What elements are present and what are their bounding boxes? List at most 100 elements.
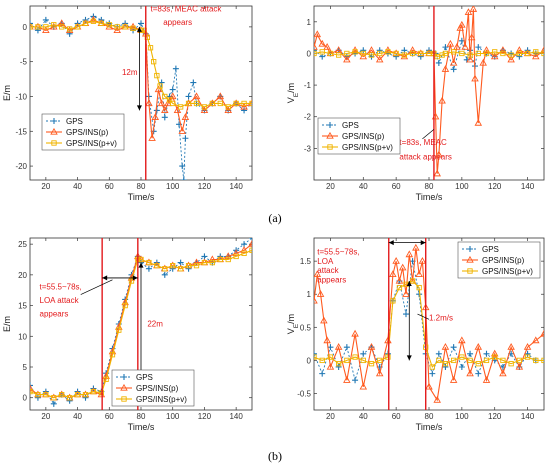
data-point [179, 163, 186, 170]
y-axis-label: E/m [2, 85, 12, 101]
y-tick-label: -15 [15, 127, 27, 136]
y-axis-label: E/m [2, 316, 12, 332]
x-tick-label: 20 [326, 412, 335, 421]
chart-b-right: 20 40 60 80 100 120 140 -0.5 0 0.5 1 1.5 Time/s VE/m t… [286, 237, 545, 432]
data-point [507, 343, 515, 350]
data-point [516, 53, 523, 60]
legend-entry: GPS [322, 121, 359, 130]
data-point [401, 52, 408, 58]
data-point [402, 290, 410, 297]
data-point [490, 349, 499, 357]
data-point [169, 86, 176, 93]
data-point [408, 46, 417, 53]
y-tick-label: -5 [20, 58, 28, 67]
arrow-head [388, 240, 394, 246]
pointer-line [80, 279, 113, 295]
data-point [483, 350, 490, 357]
chart-a-right: 20 40 60 80 100 120 140 -3 -2 -1 0 1 Time/s VE/m t=83s… [286, 5, 545, 202]
data-point [90, 388, 97, 395]
data-point [435, 59, 442, 66]
annotation-text: t=55.5~78s, [317, 248, 359, 257]
data-point [482, 46, 491, 53]
data-point [475, 361, 481, 367]
data-point [74, 391, 81, 398]
data-point [34, 27, 41, 34]
plot-frame [29, 5, 253, 181]
x-axis-label: Time/s [128, 422, 155, 432]
data-point [385, 49, 391, 55]
data-point [467, 33, 476, 41]
data-point [66, 395, 73, 401]
data-point [450, 357, 457, 364]
data-point [224, 252, 232, 260]
data-point [533, 357, 539, 364]
data-point [59, 391, 65, 398]
data-point [343, 55, 351, 63]
data-point [248, 240, 252, 247]
data-point [208, 255, 217, 263]
data-point [30, 20, 33, 27]
x-tick-label: 80 [137, 412, 146, 421]
data-point [375, 55, 384, 63]
data-point [418, 257, 427, 264]
data-point [233, 253, 239, 260]
y-axis-label: VE/m [286, 83, 300, 103]
plot-area [30, 13, 252, 180]
data-point [128, 278, 135, 284]
data-point [320, 316, 328, 324]
data-point [393, 53, 400, 60]
data-point [65, 26, 74, 34]
x-tick-label: 120 [488, 182, 502, 191]
x-tick-label: 120 [198, 412, 212, 421]
chart-a-left: 20 40 60 80 100 120 140 -20 -15 -10 -5 0 Time/s E/m t=… [2, 5, 253, 202]
legend-label: GPS [342, 121, 359, 130]
legend-entry: GPS [116, 373, 153, 382]
arrow-head [132, 275, 138, 281]
data-point [35, 391, 41, 398]
data-point [192, 92, 201, 100]
y-tick-label: 0 [23, 394, 28, 403]
data-point [449, 376, 458, 383]
data-point [319, 370, 326, 377]
data-point [500, 50, 506, 57]
data-point [483, 357, 490, 364]
legend-label: GPS/INS(p+v) [482, 267, 533, 276]
data-point [178, 127, 186, 134]
data-point [172, 65, 179, 72]
data-point [367, 343, 376, 350]
data-point [389, 270, 397, 278]
data-point [130, 25, 136, 31]
data-point [515, 46, 524, 53]
annotation-text: attack [317, 266, 339, 275]
data-point [314, 296, 318, 304]
data-point [169, 265, 176, 272]
data-point [508, 361, 514, 367]
data-point [200, 106, 209, 114]
x-tick-label: 60 [105, 412, 114, 421]
annotation-text: 1.2m/s [429, 314, 453, 323]
data-point [438, 96, 446, 104]
data-point [181, 113, 190, 121]
data-point [217, 256, 223, 263]
data-point [190, 79, 197, 86]
data-point [241, 100, 247, 107]
data-point [352, 354, 358, 360]
x-tick-label: 100 [166, 412, 180, 421]
data-point [515, 362, 524, 370]
legend-entry: GPS [462, 245, 499, 254]
legend-entry: GPS/INS(p) [46, 127, 109, 137]
x-tick-label: 40 [73, 182, 82, 191]
data-point [185, 93, 192, 100]
data-point [453, 43, 461, 50]
data-point [343, 376, 351, 383]
data-point [314, 270, 322, 278]
data-point [154, 262, 160, 269]
data-point [30, 24, 33, 30]
data-point [50, 22, 58, 30]
legend-entry: GPS/INS(p) [462, 255, 525, 265]
data-point [314, 50, 317, 57]
data-point [314, 43, 318, 50]
data-point [168, 92, 177, 100]
chart-b-left: 20 40 60 80 100 120 140 0 5 10 15 20 25 Time/s E/m t=55… [2, 237, 253, 432]
data-point [225, 256, 231, 263]
